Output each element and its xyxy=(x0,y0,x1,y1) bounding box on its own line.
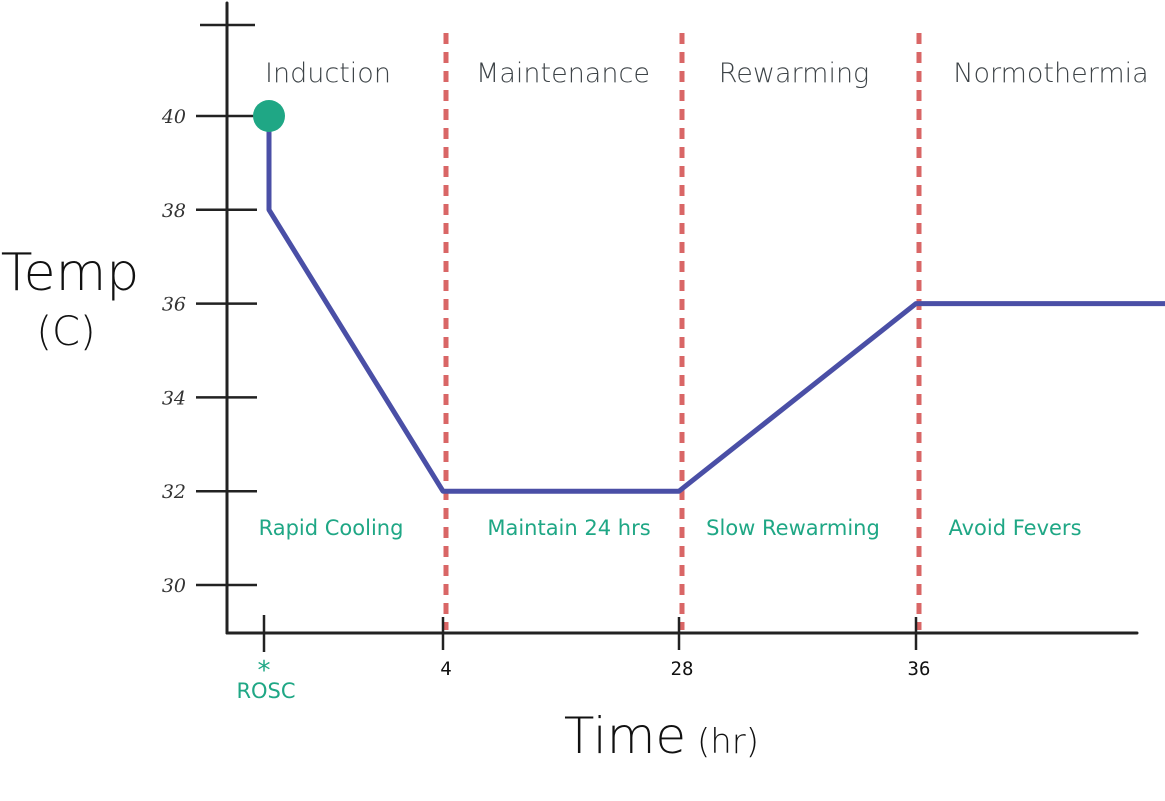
phase-note-rewarming: Slow Rewarming xyxy=(706,516,880,540)
phase-note-normothermia: Avoid Fevers xyxy=(948,516,1081,540)
y-tick-label-34: 34 xyxy=(162,387,186,409)
x-tick-label-36: 36 xyxy=(908,658,931,680)
phase-title-induction: Induction xyxy=(265,58,391,89)
y-axis-unit: (C) xyxy=(36,309,95,355)
x-tick-label-4: 4 xyxy=(440,658,451,680)
phase-notes: Rapid Cooling Maintain 24 hrs Slow Rewarmi… xyxy=(259,516,1082,540)
y-ticks: 30 32 34 36 38 40 xyxy=(161,106,257,597)
rosc-asterisk-icon: * xyxy=(258,656,271,686)
x-ticks: 4 28 36 xyxy=(440,617,930,680)
phase-note-induction: Rapid Cooling xyxy=(259,516,404,540)
x-tick-label-28: 28 xyxy=(671,658,694,680)
y-tick-label-36: 36 xyxy=(162,294,186,316)
start-point-marker xyxy=(253,100,285,132)
x-axis-title: Time xyxy=(564,707,686,765)
y-tick-label-30: 30 xyxy=(162,575,186,597)
y-tick-label-32: 32 xyxy=(162,481,186,503)
y-tick-label-38: 38 xyxy=(162,200,186,222)
phase-dividers xyxy=(443,33,922,630)
phase-note-maintenance: Maintain 24 hrs xyxy=(487,516,650,540)
rosc-label: ROSC xyxy=(236,679,295,703)
x-axis-unit: (hr) xyxy=(697,722,759,762)
phase-title-maintenance: Maintenance xyxy=(476,58,650,89)
y-axis-title: Temp xyxy=(1,243,140,303)
temperature-series-line xyxy=(266,116,1165,494)
phase-title-rewarming: Rewarming xyxy=(719,58,870,89)
y-tick-label-40: 40 xyxy=(161,106,186,128)
phase-title-normothermia: Normothermia xyxy=(953,58,1148,89)
phase-labels: Induction Maintenance Rewarming Normothermi… xyxy=(265,58,1149,89)
